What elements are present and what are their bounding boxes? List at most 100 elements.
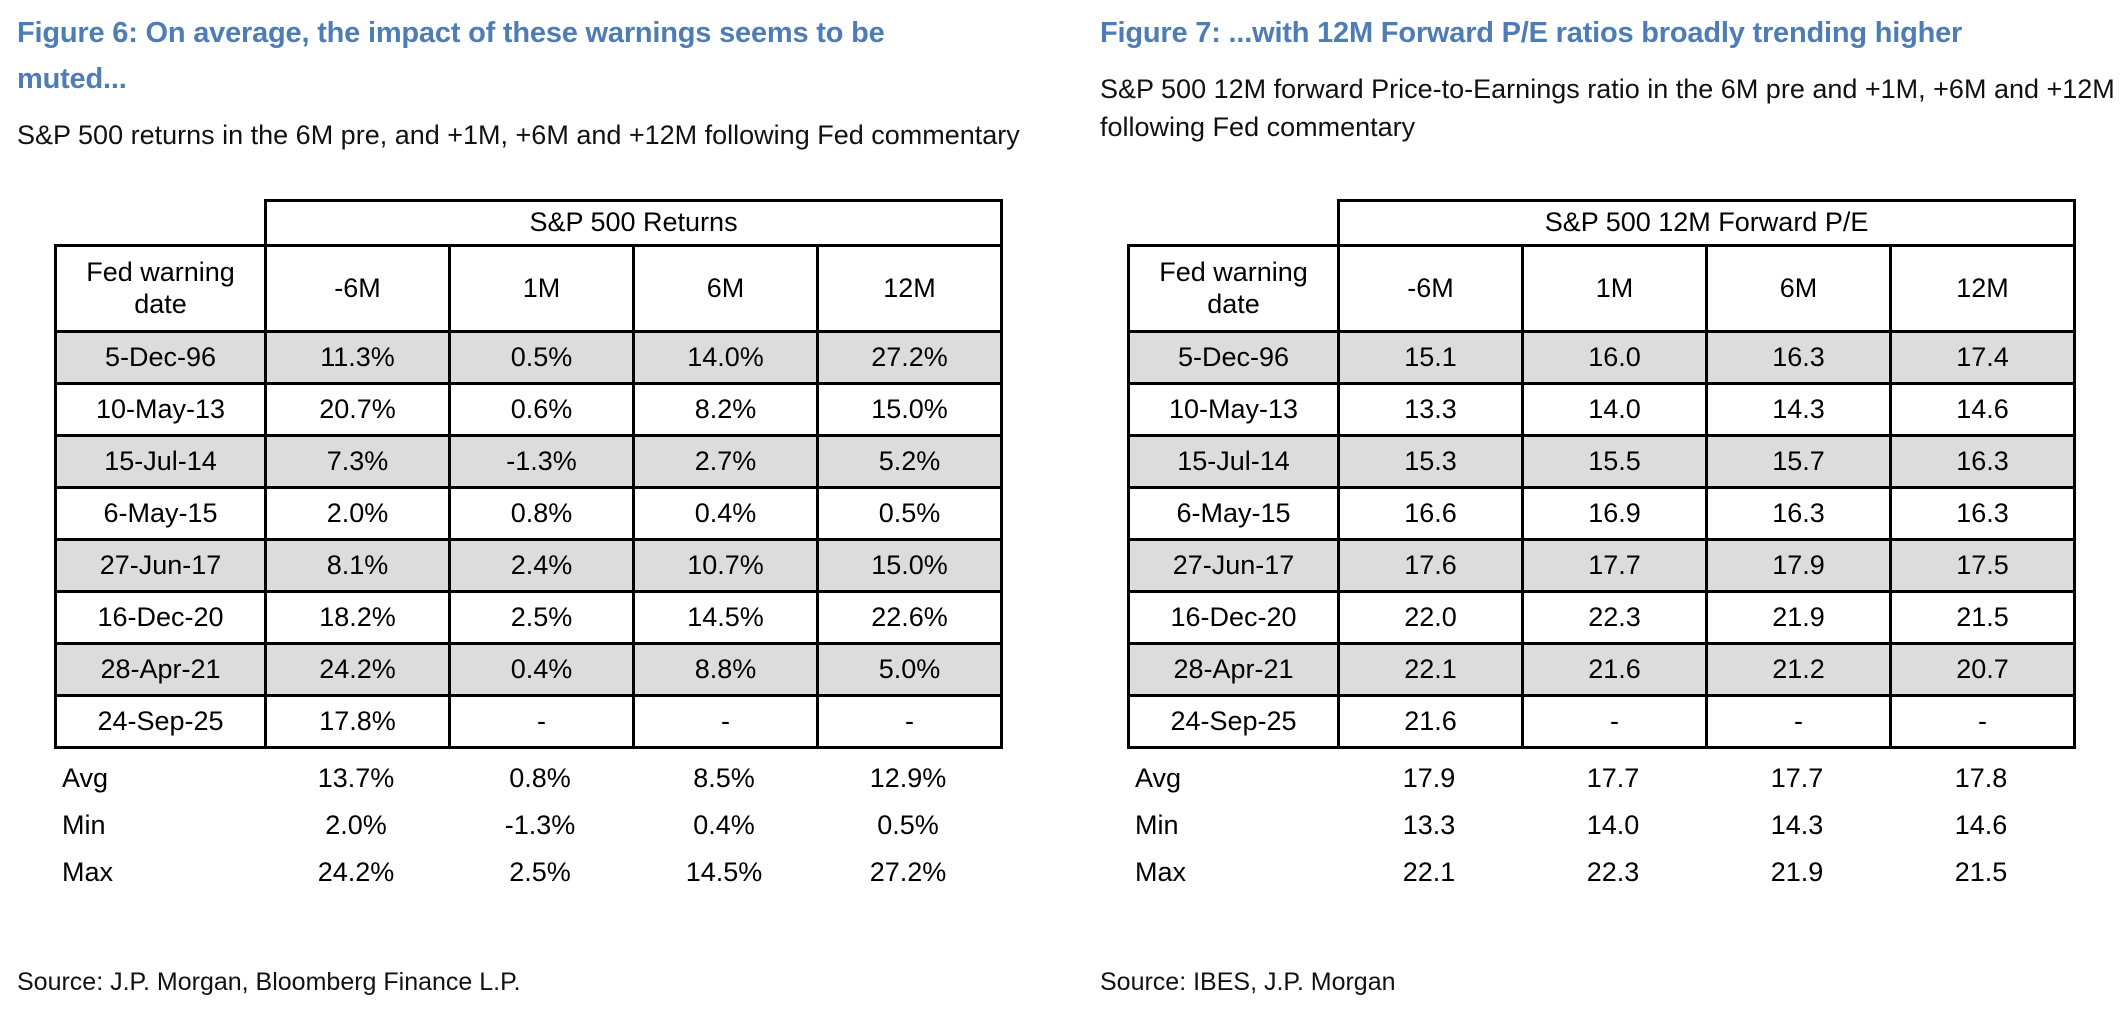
value-cell: 20.7% [264,382,451,437]
summary-value-cell: 17.7 [1586,763,1640,793]
value-cell: 8.2% [632,382,819,437]
figure-7-table-area: S&P 500 12M Forward P/E Fed warning date -… [1127,199,2077,896]
figure-6-title: Figure 6: On average, the impact of thes… [17,17,885,95]
date-cell: 10-May-13 [54,382,267,437]
value-cell: 27.2% [815,330,1004,385]
summary-value-cell: 22.1 [1402,857,1456,887]
date-cell: 28-Apr-21 [54,642,267,697]
summary-value-cell: 24.2% [317,857,395,887]
summary-value-cell: 13.7% [317,763,395,793]
value-cell: - [632,694,819,749]
summary-label: Min [1135,810,1179,840]
table-row: 24-Sep-25 17.8% - - - [54,694,1004,749]
summary-value-cell: -1.3% [504,810,576,840]
value-cell: 0.6% [448,382,635,437]
table-row: 5-Dec-96 11.3% 0.5% 14.0% 27.2% [54,330,1004,385]
summary-value-cell: 22.3 [1586,857,1640,887]
value-cell: 8.1% [264,538,451,593]
summary-label: Max [62,857,114,887]
column-header-cell: 6M [632,244,819,333]
summary-label: Max [1135,857,1187,887]
row-header-cell: Fed warning date [1127,244,1340,333]
date-cell: 15-Jul-14 [54,434,267,489]
date-cell: 16-Dec-20 [1127,590,1340,645]
table-row: 10-May-13 20.7% 0.6% 8.2% 15.0% [54,382,1004,437]
value-cell: - [815,694,1004,749]
value-cell: 5.0% [815,642,1004,697]
value-cell: 16.6 [1337,486,1524,541]
value-cell: 15.0% [815,382,1004,437]
table-row: 28-Apr-21 24.2% 0.4% 8.8% 5.0% [54,642,1004,697]
column-header-cell: 1M [1521,244,1708,333]
summary-value-cell: 14.5% [685,857,763,887]
value-cell: 22.6% [815,590,1004,645]
value-cell: 17.4 [1888,330,2077,385]
value-cell: 17.9 [1705,538,1892,593]
value-cell: 14.3 [1705,382,1892,437]
value-cell: 21.2 [1705,642,1892,697]
summary-value-cell: 14.6 [1954,810,2008,840]
value-cell: 14.5% [632,590,819,645]
value-cell: 17.8% [264,694,451,749]
summary-value-cell: 2.0% [325,810,387,840]
value-cell: 2.5% [448,590,635,645]
value-cell: 14.0% [632,330,819,385]
value-cell: 15.1 [1337,330,1524,385]
summary-value-cell: 2.5% [509,857,571,887]
table-span-header: S&P 500 12M Forward P/E [1336,199,2077,247]
value-cell: 0.5% [448,330,635,385]
value-cell: 16.3 [1888,486,2077,541]
table-row: 28-Apr-21 22.1 21.6 21.2 20.7 [1127,642,2077,697]
date-cell: 27-Jun-17 [1127,538,1340,593]
value-cell: 16.0 [1521,330,1708,385]
value-cell: 16.3 [1888,434,2077,489]
value-cell: - [1705,694,1892,749]
figure-7-summary-table: Avg 17.9 17.7 17.7 17.8 Min 13.3 14.0 14.3 14.6 Ma… [1127,755,2073,896]
column-header-cell: -6M [1337,244,1524,333]
figure-7-subtitle: S&P 500 12M forward Price-to-Earnings ra… [1100,74,2115,142]
value-cell: 21.9 [1705,590,1892,645]
summary-row: Max 24.2% 2.5% 14.5% 27.2% [54,849,1000,896]
date-cell: 5-Dec-96 [54,330,267,385]
value-cell: 16.9 [1521,486,1708,541]
value-cell: -1.3% [448,434,635,489]
row-header-cell: Fed warning date [54,244,267,333]
date-cell: 24-Sep-25 [54,694,267,749]
value-cell: 2.0% [264,486,451,541]
value-cell: 15.7 [1705,434,1892,489]
summary-value-cell: 13.3 [1402,810,1456,840]
corner-cell [1129,201,1339,246]
value-cell: 24.2% [264,642,451,697]
summary-value-cell: 17.9 [1402,763,1456,793]
value-cell: - [448,694,635,749]
table-column-header-row: Fed warning date -6M 1M 6M 12M [54,244,1004,333]
value-cell: 14.6 [1888,382,2077,437]
figure-7-data-table: S&P 500 12M Forward P/E Fed warning date -… [1127,199,2077,749]
value-cell: 15.3 [1337,434,1524,489]
value-cell: 22.0 [1337,590,1524,645]
summary-row: Avg 13.7% 0.8% 8.5% 12.9% [54,755,1000,802]
column-header-cell: 12M [1888,244,2077,333]
value-cell: 21.5 [1888,590,2077,645]
value-cell: 17.6 [1337,538,1524,593]
table-row: 15-Jul-14 7.3% -1.3% 2.7% 5.2% [54,434,1004,489]
date-cell: 5-Dec-96 [1127,330,1340,385]
summary-row: Min 2.0% -1.3% 0.4% 0.5% [54,802,1000,849]
value-cell: 0.5% [815,486,1004,541]
summary-value-cell: 0.8% [509,763,571,793]
table-column-header-row: Fed warning date -6M 1M 6M 12M [1127,244,2077,333]
value-cell: 7.3% [264,434,451,489]
date-cell: 16-Dec-20 [54,590,267,645]
value-cell: 2.4% [448,538,635,593]
summary-value-cell: 14.0 [1586,810,1640,840]
summary-value-cell: 14.3 [1770,810,1824,840]
value-cell: 5.2% [815,434,1004,489]
summary-row: Avg 17.9 17.7 17.7 17.8 [1127,755,2073,802]
value-cell: 16.3 [1705,330,1892,385]
date-cell: 28-Apr-21 [1127,642,1340,697]
table-span-header-row: S&P 500 12M Forward P/E [1129,199,2077,247]
value-cell: 0.4% [448,642,635,697]
value-cell: 11.3% [264,330,451,385]
table-row: 24-Sep-25 21.6- - - [1127,694,2077,749]
